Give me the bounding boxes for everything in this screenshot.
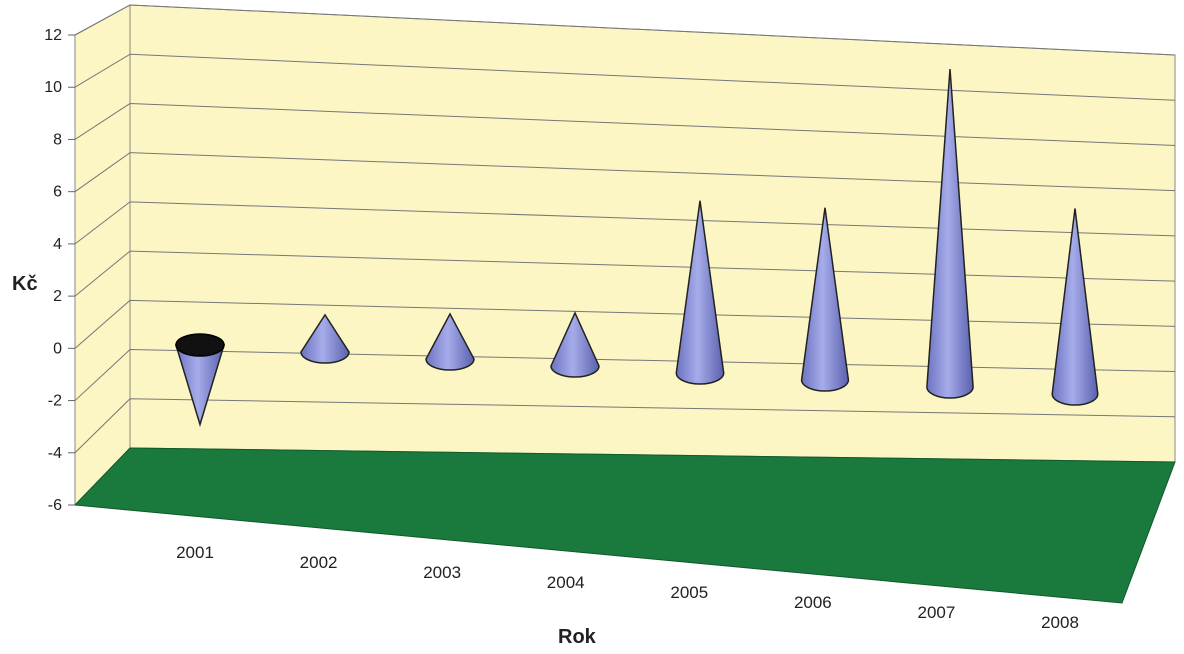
x-tick-label: 2001 (176, 543, 214, 562)
x-tick-label: 2003 (423, 563, 461, 582)
chart-floor (73, 447, 1176, 604)
cone-base (175, 333, 225, 357)
back-wall (129, 4, 1176, 463)
x-tick-label: 2002 (300, 553, 338, 572)
x-tick-label: 2007 (918, 603, 956, 622)
gridline (74, 398, 1176, 454)
y-axis: 12 10 8 6 4 2 0 -2 -4 -6 (44, 27, 75, 514)
x-tick-label: 2004 (547, 573, 585, 592)
y-tick-label: 6 (53, 184, 62, 201)
x-axis-title: Rok (558, 626, 597, 648)
y-tick-label: 2 (53, 288, 62, 305)
series-cones (174, 68, 1099, 428)
y-tick-label: -2 (48, 393, 62, 410)
gridline (74, 102, 1176, 146)
cone-2007 (926, 68, 974, 399)
x-axis: 2001 2002 2003 2004 2005 2006 2007 2008 (176, 543, 1079, 632)
cone-2005 (675, 200, 725, 385)
cone-body (550, 311, 600, 378)
cone-2002 (300, 313, 350, 364)
gridline (74, 152, 1176, 193)
y-tick-label: 12 (44, 27, 62, 44)
cone-2006 (800, 207, 850, 392)
cone-body (425, 312, 475, 371)
y-axis-title: Kč (12, 273, 38, 295)
cone-body (800, 207, 850, 392)
y-tick-label: -6 (48, 497, 62, 514)
cone-2008 (1051, 208, 1099, 406)
y-tick-label: 8 (53, 131, 62, 148)
cone-body (300, 313, 350, 364)
cone-body (926, 68, 974, 399)
gridlines (74, 4, 1176, 454)
cone-body (675, 200, 725, 385)
y-tick-label: 10 (44, 79, 62, 96)
cone-2001 (174, 333, 226, 428)
gridline (74, 53, 1176, 101)
x-tick-label: 2008 (1041, 613, 1079, 632)
plot-area (73, 4, 1176, 604)
x-tick-label: 2005 (670, 583, 708, 602)
cone-2003 (425, 312, 475, 371)
cone-body (1051, 208, 1099, 406)
cone-2004 (550, 311, 600, 378)
y-tick-label: -4 (48, 445, 62, 462)
side-wall (74, 4, 131, 507)
gridline (74, 4, 1176, 56)
y-tick-label: 0 (53, 340, 62, 357)
y-tick-label: 4 (53, 236, 62, 253)
x-tick-label: 2006 (794, 593, 832, 612)
